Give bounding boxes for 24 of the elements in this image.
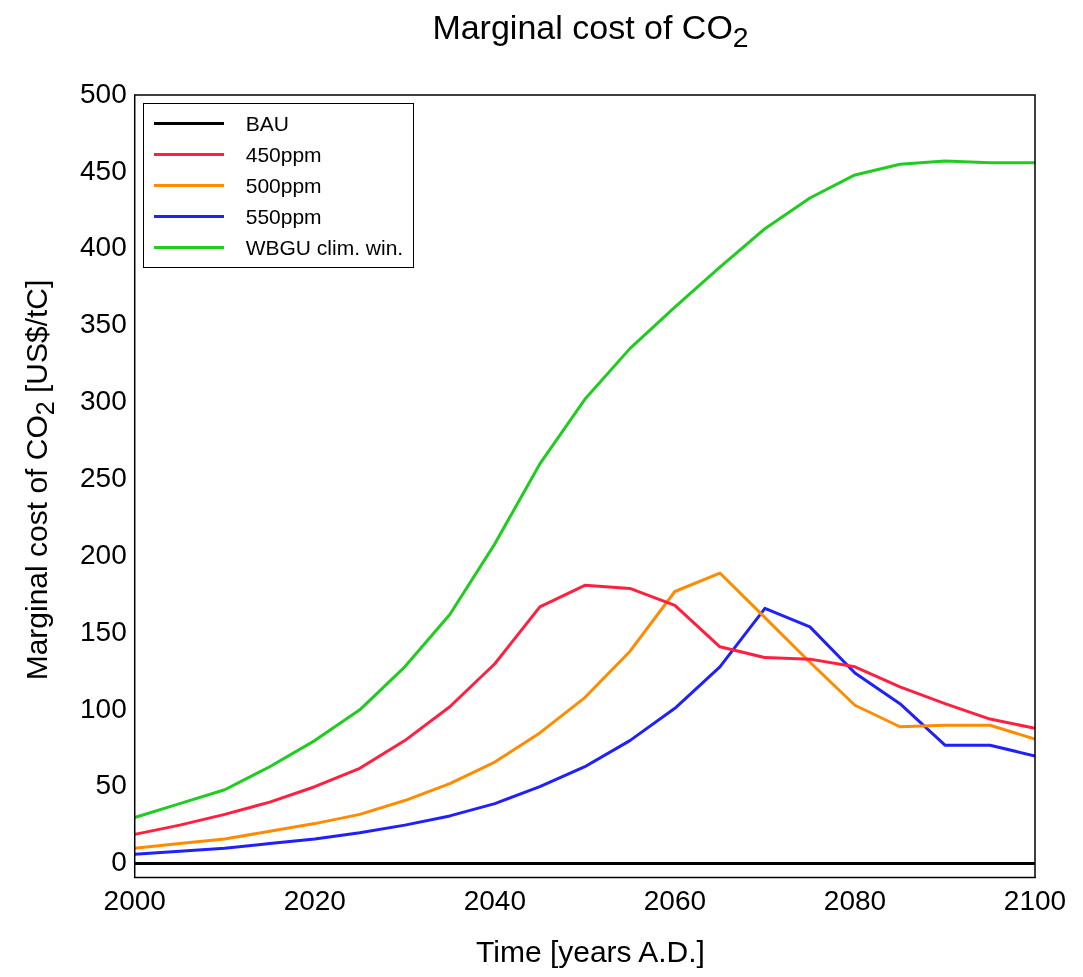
- legend-label: WBGU clim. win.: [245, 235, 404, 260]
- chart-title: Marginal cost of CO$_{2}$: [431, 8, 750, 54]
- x-tick-label: 2060: [643, 884, 707, 916]
- legend-label: BAU: [245, 111, 289, 136]
- y-tick-label: 450: [80, 154, 127, 186]
- y-tick-label: 250: [80, 462, 127, 493]
- y-tick-label: 350: [80, 308, 127, 340]
- y-tick-label: 50: [95, 769, 127, 801]
- x-axis-title: Time [years A.D.]: [475, 935, 706, 969]
- legend-label: 550ppm: [245, 204, 322, 229]
- x-tick-label: 2100: [1003, 884, 1067, 916]
- x-tick-label: 2020: [283, 884, 346, 916]
- x-tick-label: 2000: [103, 884, 166, 916]
- legend-label: 500ppm: [245, 173, 322, 198]
- y-tick-label: 0: [111, 846, 127, 878]
- y-tick-label: 100: [80, 692, 127, 724]
- y-tick-label: 300: [80, 385, 127, 417]
- x-tick-label: 2040: [463, 884, 526, 916]
- y-tick-label: 150: [80, 615, 127, 647]
- legend-label: 450ppm: [245, 142, 322, 167]
- y-tick-label: 400: [80, 231, 127, 263]
- y-tick-label: 200: [80, 538, 127, 570]
- x-tick-label: 2080: [823, 884, 887, 916]
- y-tick-label: 500: [80, 77, 127, 109]
